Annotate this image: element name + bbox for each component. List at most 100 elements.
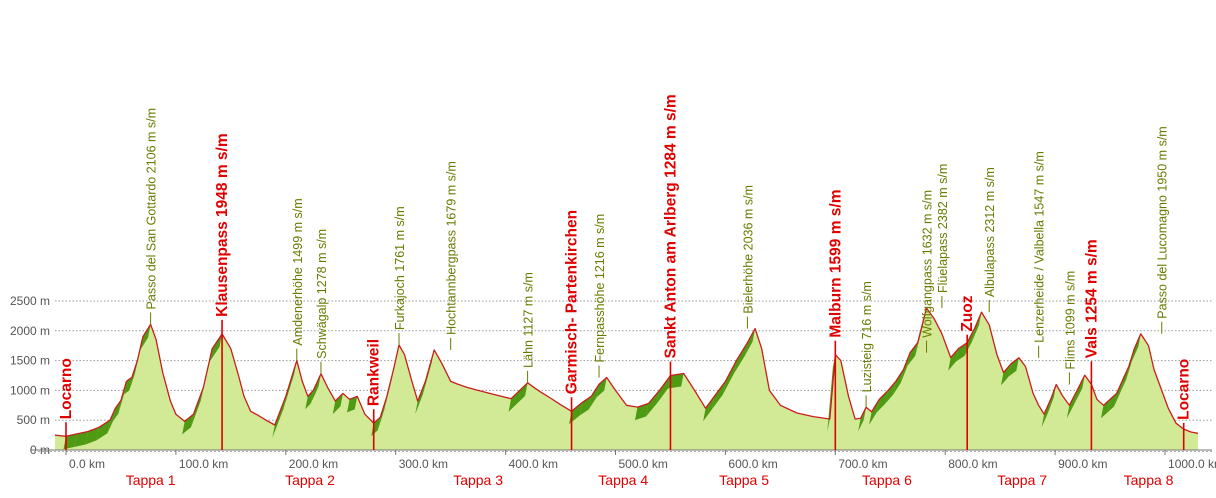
pass-label: Fernpasshöhe 1216 m s/m [593, 214, 607, 363]
elevation-area [54, 307, 1199, 450]
climb-shading [140, 324, 151, 350]
elevation-line [54, 307, 1199, 437]
x-tick-label: 100.0 km [179, 457, 228, 471]
climb-shading [667, 373, 684, 389]
x-tick-label: 700.0 km [838, 457, 887, 471]
climb-shading [569, 402, 583, 425]
x-tick-label: 200.0 km [289, 457, 338, 471]
climb-shading [332, 393, 343, 415]
climb-shading [1120, 366, 1129, 392]
climb-shading [885, 381, 896, 404]
pass-label: Passo del San Gottardo 2106 m s/m [145, 108, 159, 309]
stage-point-label: Garmisch- Partenkirchen [564, 210, 581, 394]
pass-label: Amdenerhöhe 1499 m s/m [291, 198, 305, 345]
stage-point-label: Malburn 1599 m s/m [827, 190, 844, 338]
climb-shading [869, 399, 880, 425]
stage-label: Tappa 6 [862, 472, 912, 488]
climb-shading [972, 312, 982, 341]
pass-label: Furkajoch 1761 m s/m [393, 206, 407, 330]
stage-label: Tappa 5 [719, 472, 769, 488]
pass-label: Albulapass 2312 m s/m [983, 167, 997, 297]
stage-point-label: Rankweil [366, 339, 383, 406]
climb-shading [74, 431, 88, 447]
stage-point-label: Locarno [58, 358, 75, 419]
stage-point-label: Sankt Anton am Arlberg 1284 m s/m [662, 94, 679, 358]
pass-label: Wolfgangpass 1632 m s/m [921, 190, 935, 338]
y-tick-label: 1500 m [10, 354, 50, 368]
pass-label: Lenzerheide / Valbella 1547 m s/m [1033, 151, 1047, 343]
x-tick-label: 800.0 km [948, 457, 997, 471]
stage-label: Tappa 2 [285, 472, 335, 488]
climb-shading [634, 403, 649, 421]
climb-shading [703, 396, 715, 422]
pass-label: Flims 1099 m s/m [1063, 271, 1077, 370]
stage-point-label: Klausenpass 1948 m s/m [214, 133, 231, 317]
pass-label: Schwägalp 1278 m s/m [315, 229, 329, 359]
climb-shading [1114, 378, 1124, 407]
climb-shading [209, 333, 223, 362]
climb-shading [347, 396, 358, 413]
climb-shading [305, 390, 314, 410]
climb-shading [107, 408, 116, 434]
climb-shading [588, 384, 600, 410]
climb-shading [580, 396, 592, 416]
climb-shading [1074, 375, 1085, 404]
pass-label: Hochtannbergpass 1679 m s/m [445, 161, 459, 335]
climb-shading [182, 414, 194, 435]
climb-shading [1131, 333, 1141, 362]
x-tick-label: 600.0 km [728, 457, 777, 471]
pass-label: Bielerhöhe 2036 m s/m [741, 185, 755, 314]
climb-shading [310, 373, 321, 404]
annotations: Locarno Passo del San Gottardo 2106 m s/m… [58, 94, 1193, 450]
climb-shading [744, 328, 756, 356]
pass-label: Passo del Lucomagno 1950 m s/m [1156, 126, 1170, 318]
climb-shading [955, 342, 968, 362]
climb-shading [1008, 357, 1019, 377]
climb-shading [508, 382, 528, 412]
stage-point-label: Vals 1254 m s/m [1083, 239, 1100, 358]
climb-shading [948, 348, 959, 371]
pass-label: Lähn 1127 m s/m [522, 272, 536, 368]
stage-label: Tappa 7 [997, 472, 1047, 488]
climb-shading [123, 377, 132, 395]
x-tick-label: 500.0 km [619, 457, 668, 471]
y-tick-label: 2000 m [10, 324, 50, 338]
climb-shading [711, 381, 726, 410]
x-tick-label: 300.0 km [399, 457, 448, 471]
stage-label: Tappa 3 [453, 472, 503, 488]
pass-label: Luzisteig 716 m s/m [860, 281, 874, 392]
stage-label: Tappa 4 [598, 472, 648, 488]
climb-shading [1107, 393, 1117, 413]
pass-label: Flüelapass 2382 m s/m [936, 164, 950, 293]
climb-shading [1066, 390, 1078, 419]
climb-shading [733, 342, 748, 374]
climb-shading [893, 369, 904, 395]
y-tick-label: 500 m [17, 413, 50, 427]
climb-shading [1041, 399, 1051, 428]
x-tick-label: 900.0 km [1058, 457, 1107, 471]
x-tick-label: 0.0 km [69, 457, 105, 471]
y-tick-label: 1000 m [10, 383, 50, 397]
climb-shading [907, 342, 918, 366]
elevation-fill [55, 308, 1198, 450]
climb-shading [645, 390, 660, 417]
climb-shading [656, 375, 671, 404]
climb-shading [722, 360, 737, 395]
climb-shading [1100, 399, 1111, 419]
stage-label: Tappa 1 [126, 472, 176, 488]
stage-point-label: Locarno [1176, 359, 1193, 420]
climb-shading [63, 433, 77, 450]
stage-point-label: Zuoz [959, 295, 976, 331]
climb-shading [858, 407, 867, 432]
climb-shading [596, 377, 607, 398]
stage-label: Tappa 8 [1124, 472, 1174, 488]
x-tick-label: 400.0 km [509, 457, 558, 471]
climb-shading [1000, 363, 1012, 386]
y-tick-label: 2500 m [10, 294, 50, 308]
climb-shading [96, 420, 110, 441]
climb-shading [876, 390, 889, 413]
climb-shading [112, 400, 121, 422]
x-tick-label: 1000.0 km [1168, 457, 1216, 471]
